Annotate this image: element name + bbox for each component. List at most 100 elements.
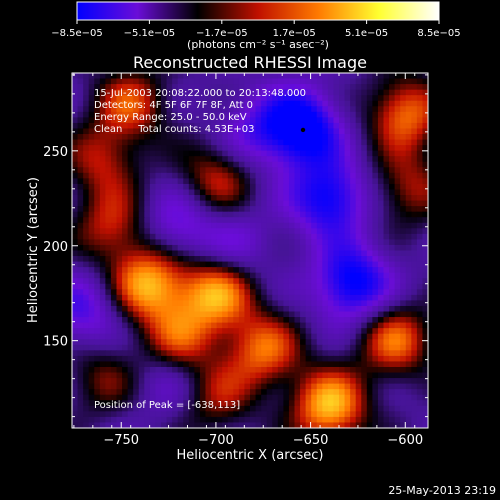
heatmap-cell xyxy=(377,134,385,141)
heatmap-cell xyxy=(216,183,223,191)
heatmap-cell xyxy=(133,89,140,96)
heatmap-cell xyxy=(105,217,112,224)
heatmap-cell xyxy=(211,84,218,91)
heatmap-cell xyxy=(377,383,385,390)
heatmap-cell xyxy=(77,78,84,85)
heatmap-cell xyxy=(133,422,140,428)
heatmap-cell xyxy=(188,322,195,329)
heatmap-cell xyxy=(405,283,412,290)
heatmap-cell xyxy=(188,117,195,124)
heatmap-cell xyxy=(72,84,79,91)
heatmap-cell xyxy=(277,289,284,296)
heatmap-cell xyxy=(149,322,157,329)
heatmap-cell xyxy=(250,267,257,274)
heatmap-cell xyxy=(161,272,168,279)
heatmap-cell xyxy=(105,211,112,218)
heatmap-cell xyxy=(199,289,207,296)
heatmap-cell xyxy=(116,189,123,196)
heatmap-cell xyxy=(255,411,262,418)
heatmap-cell xyxy=(294,361,301,368)
heatmap-cell xyxy=(288,256,296,263)
heatmap-cell xyxy=(238,128,246,135)
heatmap-cell xyxy=(161,317,168,324)
heatmap-cell xyxy=(199,150,207,157)
heatmap-cell xyxy=(88,372,95,379)
heatmap-cell xyxy=(72,172,79,179)
heatmap-cell xyxy=(77,134,84,141)
heatmap-cell xyxy=(350,400,357,407)
heatmap-cell xyxy=(149,272,157,279)
heatmap-cell xyxy=(411,416,418,424)
heatmap-cell xyxy=(255,422,262,428)
heatmap-cell xyxy=(327,317,335,324)
heatmap-cell xyxy=(83,150,90,157)
heatmap-cell xyxy=(94,222,101,229)
heatmap-cell xyxy=(94,328,101,335)
heatmap-cell xyxy=(322,405,329,412)
heatmap-cell xyxy=(255,156,262,163)
heatmap-cell xyxy=(277,183,284,191)
heatmap-cell xyxy=(155,100,162,107)
heatmap-cell xyxy=(344,106,351,113)
heatmap-cell xyxy=(355,394,362,401)
heatmap-cell xyxy=(211,278,218,285)
heatmap-cell xyxy=(300,183,307,191)
heatmap-cell xyxy=(172,305,179,313)
heatmap-cell xyxy=(138,328,145,335)
heatmap-cell xyxy=(216,128,223,135)
heatmap-cell xyxy=(305,111,312,118)
heatmap-cell xyxy=(405,261,412,268)
heatmap-cell xyxy=(394,261,401,268)
heatmap-cell xyxy=(211,244,218,252)
heatmap-cell xyxy=(350,222,357,229)
heatmap-cell xyxy=(244,84,251,91)
heatmap-cell xyxy=(344,239,351,246)
heatmap-cell xyxy=(88,128,95,135)
heatmap-cell xyxy=(183,250,190,257)
heatmap-cell xyxy=(172,100,179,107)
heatmap-cell xyxy=(172,139,179,146)
heatmap-cell xyxy=(377,211,385,218)
heatmap-cell xyxy=(166,222,173,229)
heatmap-cell xyxy=(205,294,212,302)
heatmap-cell xyxy=(222,400,229,407)
heatmap-cell xyxy=(372,300,379,307)
heatmap-cell xyxy=(149,378,157,385)
heatmap-cell xyxy=(372,189,379,196)
heatmap-cell xyxy=(227,239,234,246)
heatmap-cell xyxy=(105,178,112,185)
heatmap-cell xyxy=(222,361,229,368)
heatmap-cell xyxy=(277,300,284,307)
heatmap-cell xyxy=(339,333,346,340)
heatmap-cell xyxy=(400,394,407,401)
heatmap-cell xyxy=(422,405,428,412)
heatmap-cell xyxy=(244,411,251,418)
heatmap-cell xyxy=(194,195,201,202)
heatmap-cell xyxy=(149,350,157,357)
heatmap-cell xyxy=(266,322,273,329)
heatmap-cell xyxy=(361,289,368,296)
heatmap-cell xyxy=(211,344,218,351)
heatmap-cell xyxy=(300,189,307,196)
heatmap-cell xyxy=(322,366,329,374)
heatmap-cell xyxy=(327,322,335,329)
heatmap-cell xyxy=(110,328,118,335)
heatmap-cell xyxy=(405,206,412,213)
heatmap-cell xyxy=(366,244,373,252)
heatmap-cell xyxy=(283,416,290,424)
heatmap-cell xyxy=(194,84,201,91)
heatmap-cell xyxy=(216,145,223,152)
heatmap-cell xyxy=(316,350,323,357)
heatmap-cell xyxy=(149,294,157,302)
heatmap-cell xyxy=(211,228,218,235)
heatmap-cell xyxy=(205,228,212,235)
heatmap-cell xyxy=(300,222,307,229)
heatmap-cell xyxy=(372,145,379,152)
heatmap-cell xyxy=(211,122,218,130)
heatmap-cell xyxy=(155,394,162,401)
heatmap-cell xyxy=(155,344,162,351)
heatmap-cell xyxy=(350,161,357,168)
heatmap-cell xyxy=(272,217,279,224)
heatmap-cell xyxy=(122,150,129,157)
heatmap-cell xyxy=(389,405,396,412)
